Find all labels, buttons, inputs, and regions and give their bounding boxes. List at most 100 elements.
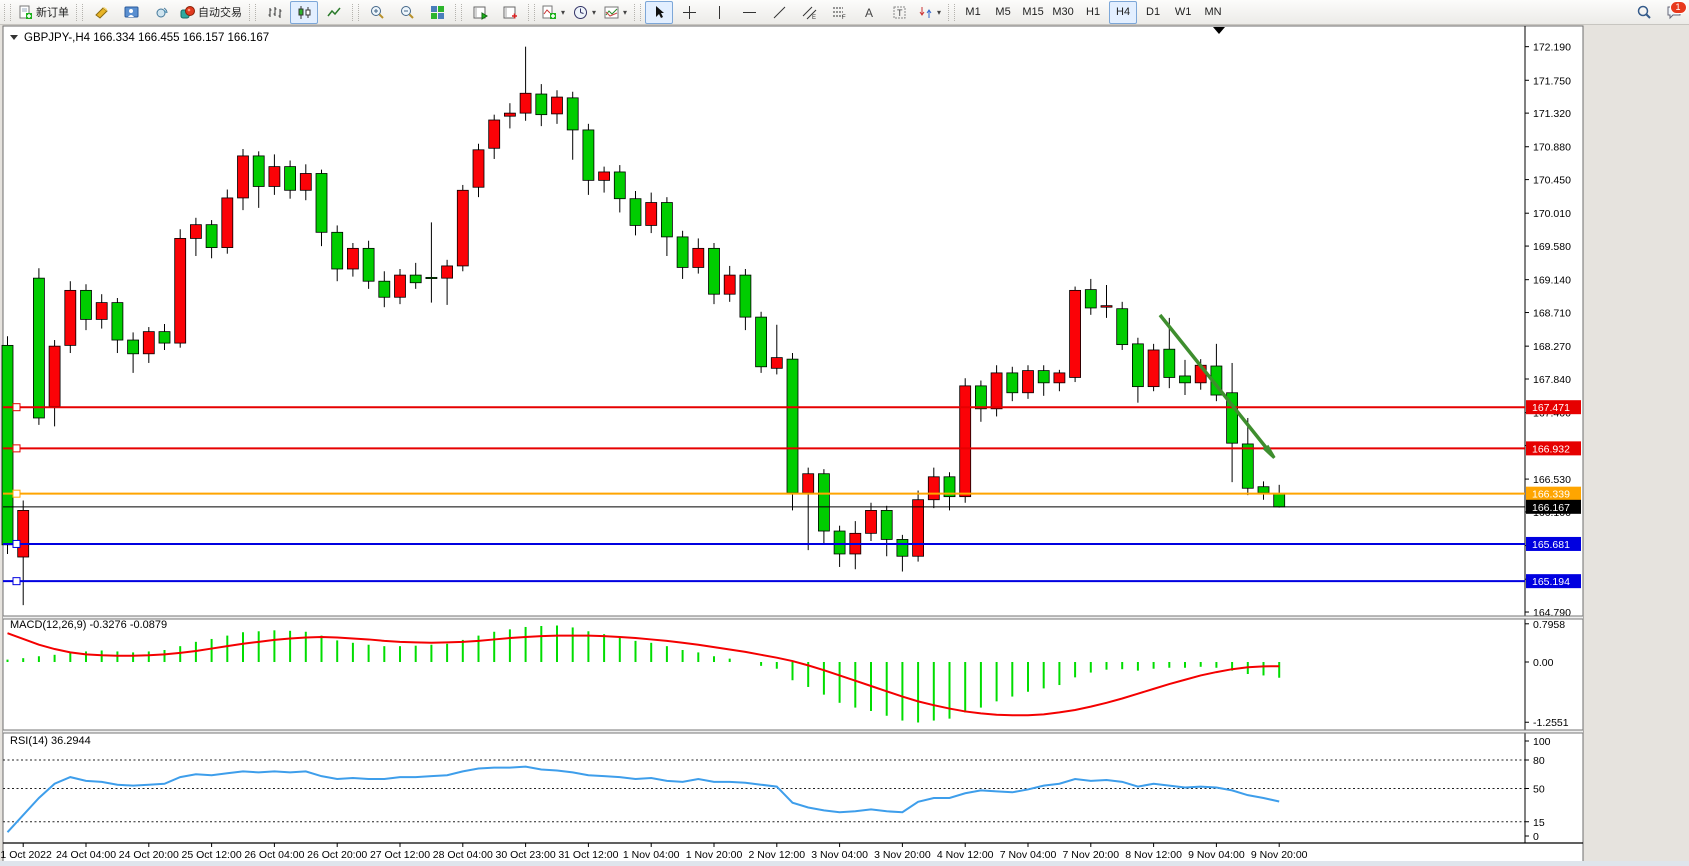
- line-chart-button[interactable]: [320, 1, 348, 24]
- candle: [1148, 344, 1159, 391]
- price-tick-label: 168.710: [1533, 308, 1571, 320]
- candle-body: [834, 531, 845, 554]
- vline-icon: [712, 5, 727, 20]
- ind-window-icon: [473, 5, 488, 20]
- dropdown-arrow-icon[interactable]: ▾: [623, 8, 627, 17]
- tf-d1-button[interactable]: D1: [1139, 1, 1167, 24]
- add-indicator-button[interactable]: ▾: [539, 1, 568, 24]
- rsi-scale-label: 0: [1533, 831, 1539, 843]
- candle-body: [2, 345, 13, 544]
- line-anchor[interactable]: [13, 578, 20, 585]
- toolbar-group-drawing-tools: EFAT ▾: [644, 0, 945, 25]
- time-label: 25 Oct 12:00: [182, 849, 242, 861]
- text-tool-button[interactable]: A: [855, 1, 883, 24]
- search-icon: [1637, 5, 1652, 20]
- indicator-window-2-button[interactable]: [496, 1, 524, 24]
- line-anchor[interactable]: [13, 540, 20, 547]
- data-window-button[interactable]: [117, 1, 145, 24]
- price-tick-label: 170.450: [1533, 175, 1571, 187]
- line-anchor[interactable]: [13, 445, 20, 452]
- tf-m5-button-label: M5: [995, 6, 1010, 18]
- zoom-in-button[interactable]: [363, 1, 391, 24]
- tf-w1-button[interactable]: W1: [1169, 1, 1197, 24]
- price-tick-label: 168.270: [1533, 341, 1571, 353]
- candle-body: [112, 303, 123, 340]
- crosshair-tool-button[interactable]: [675, 1, 703, 24]
- search-button[interactable]: [1630, 1, 1658, 24]
- chat-icon: 1: [1667, 5, 1682, 20]
- new-order-button[interactable]: 新订单: [15, 1, 72, 24]
- autotrading-icon: [180, 5, 195, 20]
- candle-body: [897, 539, 908, 556]
- candle-body: [614, 172, 625, 199]
- bar-chart-button[interactable]: [260, 1, 288, 24]
- time-label: 7 Nov 20:00: [1062, 849, 1119, 861]
- time-label: 2 Nov 12:00: [748, 849, 805, 861]
- trendline-tool-button[interactable]: [765, 1, 793, 24]
- time-label: 24 Oct 04:00: [56, 849, 116, 861]
- dropdown-arrow-icon[interactable]: ▾: [937, 8, 941, 17]
- candle-body: [347, 248, 358, 269]
- candle: [787, 353, 798, 510]
- macd-scale-label: 0.7958: [1533, 619, 1565, 631]
- candle-body: [709, 248, 720, 294]
- crosshair-icon: [682, 5, 697, 20]
- toolbar: 新订单 自动交易 ▾ ▾ ▾ EFAT ▾ M1 M5 M15M30H1H4 D1 W1MN 1: [0, 0, 1689, 25]
- candle-body: [190, 225, 201, 239]
- tf-m5-button[interactable]: M5: [989, 1, 1017, 24]
- candle-body: [206, 225, 217, 248]
- candle-body: [65, 290, 76, 345]
- vertical-line-tool-button[interactable]: [705, 1, 733, 24]
- macd-scale-label: -1.2551: [1533, 717, 1569, 729]
- channel-tool-button[interactable]: E: [795, 1, 823, 24]
- line-anchor[interactable]: [13, 404, 20, 411]
- cursor-tool-button[interactable]: [645, 1, 673, 24]
- toolbar-grip: [528, 4, 535, 21]
- trendline-icon: [772, 5, 787, 20]
- autotrading-button[interactable]: 自动交易: [177, 1, 245, 24]
- tf-m15-button[interactable]: M15: [1019, 1, 1047, 24]
- candle-body: [49, 346, 60, 406]
- tf-h1-button[interactable]: H1: [1079, 1, 1107, 24]
- text-label-tool-button[interactable]: T: [885, 1, 913, 24]
- bar-chart-icon: [267, 5, 282, 20]
- price-flag-label: 165.194: [1532, 576, 1570, 588]
- tf-m1-button-label: M1: [965, 6, 980, 18]
- period-clock-button[interactable]: ▾: [570, 1, 599, 24]
- symbol-title: GBPJPY-,H4 166.334 166.455 166.157 166.1…: [24, 32, 269, 44]
- dropdown-arrow-icon[interactable]: ▾: [592, 8, 596, 17]
- candle-body: [724, 275, 735, 294]
- candle: [457, 185, 468, 271]
- tf-m30-button[interactable]: M30: [1049, 1, 1077, 24]
- window-bottom-strip: [0, 861, 1689, 866]
- candle-body: [646, 203, 657, 226]
- time-label: 21 Oct 2022: [0, 849, 52, 861]
- candle-body: [960, 386, 971, 497]
- candle-body: [881, 510, 892, 539]
- zoom-out-button[interactable]: [393, 1, 421, 24]
- candle-body: [473, 150, 484, 187]
- tf-m1-button[interactable]: M1: [959, 1, 987, 24]
- tile-windows-button[interactable]: [423, 1, 451, 24]
- connectivity-button[interactable]: [147, 1, 175, 24]
- tf-mn-button[interactable]: MN: [1199, 1, 1227, 24]
- candle-body: [222, 198, 233, 248]
- svg-text:A: A: [865, 6, 873, 20]
- indicator-window-button[interactable]: [466, 1, 494, 24]
- candle: [913, 491, 924, 562]
- market-watch-button[interactable]: [87, 1, 115, 24]
- candle-body: [630, 199, 641, 226]
- arrows-tool-button[interactable]: ▾: [915, 1, 944, 24]
- chat-button[interactable]: 1: [1660, 1, 1688, 24]
- fibonacci-tool-button[interactable]: F: [825, 1, 853, 24]
- line-anchor[interactable]: [13, 490, 20, 497]
- tf-d1-button-label: D1: [1146, 6, 1160, 18]
- new-order-button-label: 新订单: [36, 4, 69, 20]
- tf-h4-button[interactable]: H4: [1109, 1, 1137, 24]
- add-indicator-icon: [542, 5, 557, 20]
- dropdown-arrow-icon[interactable]: ▾: [561, 8, 565, 17]
- horizontal-line-tool-button[interactable]: [735, 1, 763, 24]
- template-button[interactable]: ▾: [601, 1, 630, 24]
- candle-body: [300, 173, 311, 190]
- candlestick-button[interactable]: [290, 1, 318, 24]
